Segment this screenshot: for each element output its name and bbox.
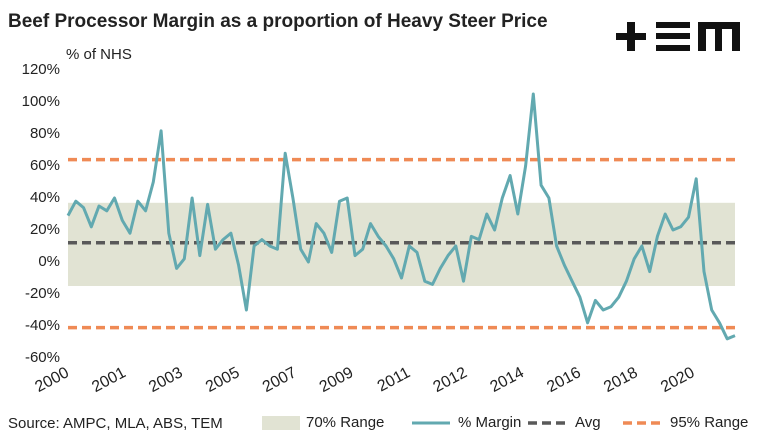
y-tick-label: -20% — [25, 285, 60, 302]
logo — [616, 22, 740, 51]
y-tick-label: 80% — [30, 125, 60, 142]
logo-plus-v — [627, 22, 635, 51]
y-tick-label: -40% — [25, 317, 60, 334]
chart-title: Beef Processor Margin as a proportion of… — [8, 11, 548, 32]
x-tick-label: 2011 — [375, 364, 413, 395]
logo-e-mid — [656, 33, 690, 39]
logo-e-top — [656, 22, 690, 28]
y-tick-label: 0% — [38, 253, 60, 270]
legend-label: Avg — [575, 414, 601, 431]
x-tick-label: 2003 — [146, 364, 186, 396]
x-tick-label: 2012 — [431, 364, 471, 396]
y-tick-label: 100% — [22, 93, 60, 110]
x-tick-label: 2005 — [203, 364, 243, 396]
y-tick-label: 120% — [22, 61, 60, 78]
y-tick-label: 40% — [30, 189, 60, 206]
x-tick-label: 2007 — [260, 364, 300, 396]
x-tick-label: 2009 — [317, 364, 357, 396]
x-tick-label: 2016 — [544, 364, 584, 396]
x-tick-label: 2001 — [89, 364, 129, 396]
y-tick-label: 20% — [30, 221, 60, 238]
logo-m-left — [698, 22, 706, 51]
logo-m-mid — [715, 22, 722, 51]
x-tick-label: 2000 — [32, 364, 72, 396]
legend-swatch — [262, 416, 300, 430]
source: Source: AMPC, MLA, ABS, TEM — [8, 415, 223, 432]
margin-line — [66, 92, 736, 341]
x-tick-label: 2020 — [658, 364, 698, 396]
x-tick-label: 2014 — [487, 364, 527, 396]
y-tick-label: -60% — [25, 349, 60, 366]
y-axis-label: % of NHS — [66, 46, 132, 63]
legend-label: 70% Range — [306, 414, 384, 431]
legend-label: % Margin — [458, 414, 521, 431]
logo-m-right — [732, 22, 740, 51]
y-tick-label: 60% — [30, 157, 60, 174]
x-tick-label: 2018 — [601, 364, 641, 396]
logo-e-bot — [656, 45, 690, 51]
legend-label: 95% Range — [670, 414, 748, 431]
